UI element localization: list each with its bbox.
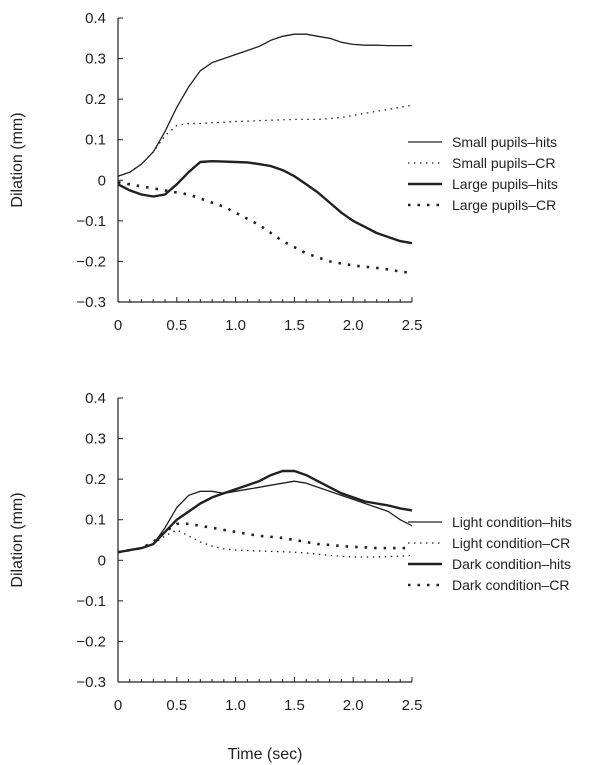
x-tick-label: 0.5: [166, 697, 187, 714]
y-tick-label: 0.4: [85, 390, 106, 407]
x-tick-label: 0.5: [166, 317, 187, 334]
legend-label-2: Small pupils–CR: [452, 155, 555, 171]
x-tick-label: 2.5: [402, 697, 423, 714]
bottom-dilation-chart: −0.3 −0.2 −0.1 0 0.1 0.2 0.3 0.4 0 0.5 1.0 1.5 2.0 2.…: [9, 390, 572, 763]
series-line-1: [117, 480, 413, 553]
y-tick-label: −0.2: [76, 633, 106, 650]
y-tick-label: 0.2: [85, 91, 106, 108]
y-tick-label: 0.1: [85, 512, 106, 529]
y-tick-label: −0.2: [76, 253, 106, 270]
y-axis-title: Dilation (mm): [9, 112, 26, 207]
x-axis-title: Time (sec): [228, 746, 303, 763]
series-line-4: [117, 181, 413, 275]
x-tick-label: 1.0: [225, 697, 246, 714]
legend-label-2: Light condition–CR: [452, 535, 570, 551]
legend-label-1: Light condition–hits: [452, 514, 572, 530]
y-tick-label: 0.3: [85, 431, 106, 448]
x-tick-label: 2.0: [343, 697, 364, 714]
x-tick-label: 2.0: [343, 317, 364, 334]
x-tick-label: 1.5: [284, 317, 305, 334]
series-line-2: [117, 529, 413, 558]
top-dilation-chart: −0.3 −0.2 −0.1 0 0.1 0.2 0.3 0.4 0 0.5 1.0 1.5 2.0 2.…: [9, 10, 558, 334]
y-tick-label: 0.2: [85, 471, 106, 488]
x-tick-label: 0: [114, 697, 122, 714]
series-line-3: [117, 469, 413, 554]
legend-label-4: Dark condition–CR: [452, 577, 570, 593]
series-line-4: [117, 522, 412, 554]
legend-label-1: Small pupils–hits: [452, 134, 557, 150]
x-tick-label: 2.5: [402, 317, 423, 334]
x-tick-label: 1.0: [225, 317, 246, 334]
y-tick-label: 0.4: [85, 10, 106, 27]
y-tick-label: −0.3: [76, 294, 106, 311]
y-tick-label: 0.1: [85, 132, 106, 149]
series-line-1: [117, 33, 412, 177]
y-axis-title: Dilation (mm): [9, 492, 26, 587]
x-tick-label: 0: [114, 317, 122, 334]
y-tick-label: −0.1: [76, 213, 106, 230]
y-tick-label: 0: [98, 552, 106, 569]
y-tick-label: 0: [98, 172, 106, 189]
legend-label-4: Large pupils–CR: [452, 197, 556, 213]
x-tick-label: 1.5: [284, 697, 305, 714]
series-line-3: [117, 159, 413, 245]
series-line-2: [117, 104, 413, 177]
legend-label-3: Large pupils–hits: [452, 176, 558, 192]
y-tick-label: −0.3: [76, 674, 106, 691]
y-tick-label: 0.3: [85, 51, 106, 68]
y-tick-label: −0.1: [76, 593, 106, 610]
legend-label-3: Dark condition–hits: [452, 556, 571, 572]
